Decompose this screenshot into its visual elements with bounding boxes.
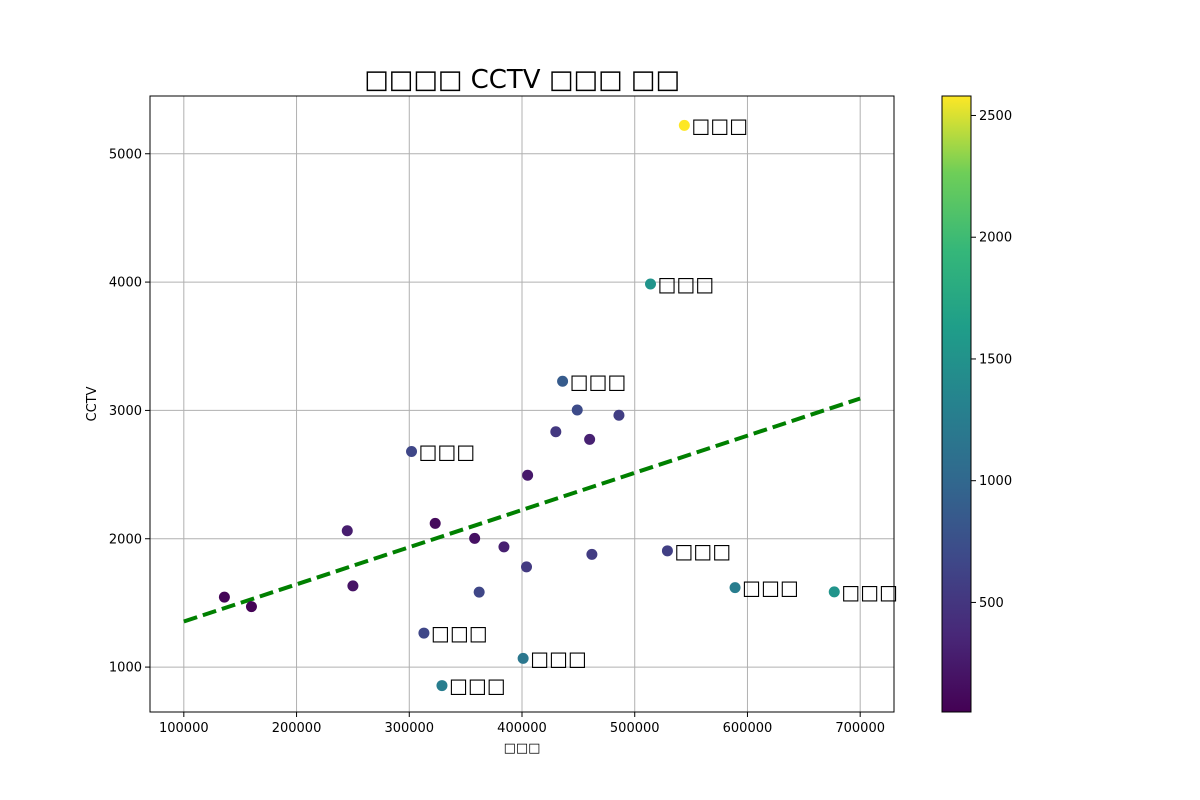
colorbar-tick-label: 2500 [979, 109, 1012, 124]
data-point-label: □□□ [674, 539, 731, 563]
chart-title: □□□□ CCTV □□□ □□ [364, 65, 680, 95]
x-tick-label: 400000 [497, 721, 547, 736]
data-point-label: □□□ [431, 621, 488, 645]
y-tick-label: 5000 [109, 147, 142, 162]
y-tick-label: 2000 [109, 532, 142, 547]
x-tick-label: 700000 [835, 721, 885, 736]
colorbar [941, 95, 972, 713]
grid [150, 96, 894, 712]
y-tick-label: 3000 [109, 404, 142, 419]
data-point [550, 426, 562, 438]
x-tick-label: 100000 [159, 721, 209, 736]
x-axis-ticks: 100000 200000 300000 400000 500000 600000 7000… [159, 712, 885, 736]
data-point [418, 627, 430, 639]
x-tick-label: 200000 [272, 721, 322, 736]
data-point [729, 582, 741, 594]
data-point [473, 586, 485, 598]
points-group [218, 119, 840, 692]
y-tick-label: 4000 [109, 276, 142, 291]
data-point-label: □□□ [530, 646, 587, 670]
data-point [436, 680, 448, 692]
data-point [828, 586, 840, 598]
data-point [557, 375, 569, 387]
data-point [521, 561, 533, 573]
colorbar-tick-label: 1000 [979, 474, 1012, 489]
data-point [645, 278, 657, 290]
y-axis-ticks: 1000 2000 3000 4000 5000 [109, 147, 150, 676]
colorbar-ticks: 500 1000 1500 2000 2500 [971, 109, 1012, 611]
data-point [347, 580, 359, 592]
data-point-label: □□□ [449, 674, 506, 698]
data-point [586, 548, 598, 560]
data-point [584, 433, 596, 445]
point-labels-group: □□□ □□□ □□□ □□□ □□□ □□□ □□□ □□□ □□□ □□□ [419, 113, 898, 697]
data-point [406, 445, 418, 457]
data-point-label: □□□ [658, 272, 715, 296]
data-point [498, 541, 510, 553]
data-point [469, 532, 481, 544]
x-tick-label: 600000 [723, 721, 773, 736]
trendline-group [183, 396, 861, 624]
data-point [429, 517, 441, 529]
trendline [183, 396, 861, 624]
x-tick-label: 500000 [610, 721, 660, 736]
data-point [517, 652, 529, 664]
data-point-label: □□□ [742, 576, 799, 600]
data-point-label: □□□ [691, 113, 748, 137]
colorbar-tick-label: 2000 [979, 231, 1012, 246]
y-tick-label: 1000 [109, 661, 142, 676]
data-point [571, 404, 583, 416]
data-point-label: □□□ [419, 439, 476, 463]
data-point [613, 409, 625, 421]
x-axis-label: □□□ [504, 741, 541, 756]
y-axis-label: CCTV [85, 386, 100, 421]
data-point [218, 591, 230, 603]
colorbar-tick-label: 1500 [979, 352, 1012, 367]
data-point-label: □□□ [570, 369, 627, 393]
x-tick-label: 300000 [384, 721, 434, 736]
data-point [522, 469, 534, 481]
data-point [245, 601, 257, 613]
data-point-label: □□□ [841, 580, 898, 604]
data-point [678, 119, 690, 131]
data-point [661, 545, 673, 557]
data-point [341, 525, 353, 537]
colorbar-tick-label: 500 [979, 596, 1004, 611]
